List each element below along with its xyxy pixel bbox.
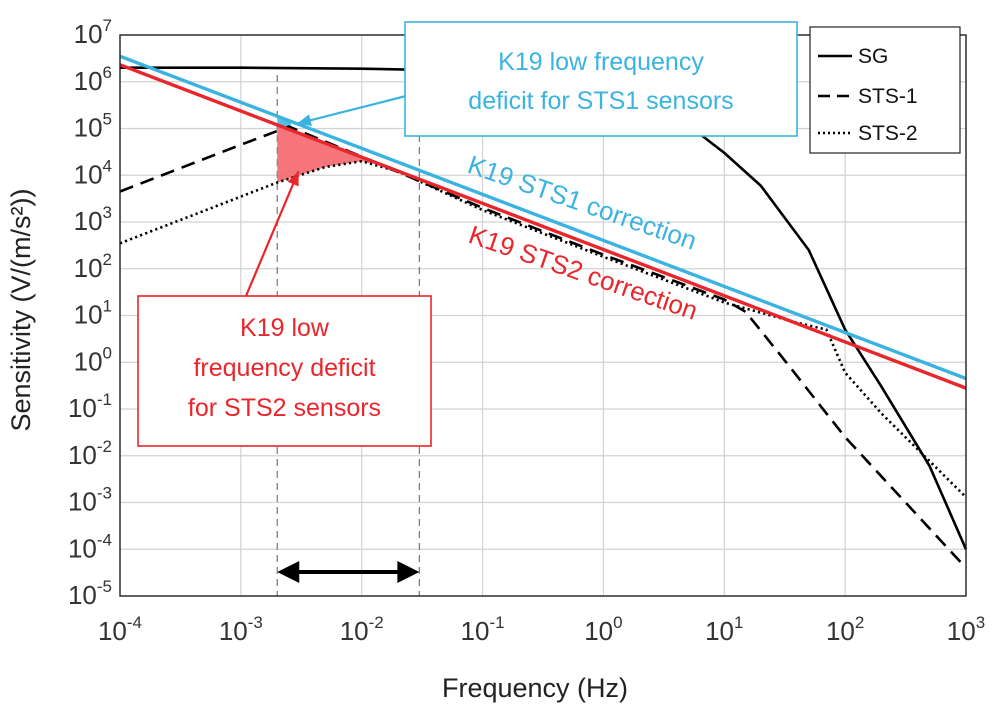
sts2-box-annotation: K19 low frequency deficit for STS2 sensors xyxy=(137,295,432,447)
annotation-text: K19 low frequency xyxy=(498,48,704,76)
y-tick-base: 10 xyxy=(74,206,103,236)
legend: SG STS-1 STS-2 xyxy=(809,26,961,154)
tick-labels: 10-4 10-3 10-2 10-1 100 101 102 10310-510-410-3… xyxy=(68,16,985,646)
y-tick-label: 10-4 xyxy=(68,530,112,563)
x-tick-exponent: 2 xyxy=(855,613,864,632)
x-tick-label: 100 xyxy=(584,613,622,646)
sts1-box-annotation: K19 low frequency deficit for STS1 sensor… xyxy=(404,21,798,137)
x-tick-exponent: -2 xyxy=(369,613,384,632)
y-tick-label: 106 xyxy=(74,63,112,96)
y-tick-exponent: -2 xyxy=(97,437,112,456)
y-tick-label: 104 xyxy=(74,156,112,189)
y-tick-base: 10 xyxy=(74,346,103,376)
annotation-box xyxy=(137,295,432,447)
legend-label-sg: SG xyxy=(858,45,888,68)
sts2-deficit-region xyxy=(277,124,372,183)
y-tick-base: 10 xyxy=(68,440,97,470)
x-tick-label: 103 xyxy=(947,613,985,646)
y-tick-exponent: 4 xyxy=(103,156,112,175)
x-tick-label: 10-4 xyxy=(98,613,142,646)
legend-label-sts1: STS-1 xyxy=(858,85,918,108)
annotation-text: for STS2 sensors xyxy=(188,394,381,422)
y-tick-base: 10 xyxy=(68,580,97,610)
y-tick-exponent: -1 xyxy=(97,390,112,409)
y-tick-exponent: 2 xyxy=(103,250,112,269)
y-tick-base: 10 xyxy=(74,159,103,189)
x-tick-exponent: 3 xyxy=(976,613,985,632)
y-tick-label: 107 xyxy=(74,16,112,49)
x-tick-label: 10-1 xyxy=(461,613,505,646)
sts1-annotation-arrow-head xyxy=(296,114,312,127)
x-tick-exponent: 0 xyxy=(613,613,622,632)
x-tick-exponent: -4 xyxy=(127,613,142,632)
band-arrow-head-right xyxy=(397,561,420,583)
y-tick-base: 10 xyxy=(74,300,103,330)
y-tick-exponent: 6 xyxy=(103,63,112,82)
y-tick-label: 10-3 xyxy=(68,484,112,517)
band-arrow-head-left xyxy=(277,561,300,583)
sts1-annotation-arrow-shaft xyxy=(296,93,411,125)
annotation-text: deficit for STS1 sensors xyxy=(468,87,733,115)
y-tick-base: 10 xyxy=(68,533,97,563)
y-tick-base: 10 xyxy=(74,253,103,283)
y-tick-label: 103 xyxy=(74,203,112,236)
y-tick-label: 10-5 xyxy=(68,577,112,610)
legend-label-sts2: STS-2 xyxy=(858,122,918,145)
y-tick-label: 101 xyxy=(74,297,112,330)
y-tick-exponent: 0 xyxy=(103,343,112,362)
x-tick-base: 10 xyxy=(584,616,613,646)
sts2-annotation-arrow-head xyxy=(287,171,299,187)
y-tick-base: 10 xyxy=(74,66,103,96)
y-tick-label: 10-2 xyxy=(68,437,112,470)
y-tick-base: 10 xyxy=(74,113,103,143)
x-tick-label: 10-3 xyxy=(219,613,263,646)
x-tick-base: 10 xyxy=(219,616,248,646)
x-tick-label: 10-2 xyxy=(340,613,384,646)
x-tick-label: 102 xyxy=(826,613,864,646)
annotation-box xyxy=(404,21,798,137)
y-tick-exponent: -3 xyxy=(97,484,112,503)
x-tick-label: 101 xyxy=(705,613,743,646)
y-tick-exponent: -5 xyxy=(97,577,112,596)
x-tick-base: 10 xyxy=(461,616,490,646)
x-tick-exponent: -1 xyxy=(489,613,504,632)
y-tick-exponent: 3 xyxy=(103,203,112,222)
x-tick-exponent: -3 xyxy=(248,613,263,632)
x-tick-base: 10 xyxy=(826,616,855,646)
annotation-text: frequency deficit xyxy=(193,354,375,382)
y-tick-exponent: 7 xyxy=(103,16,112,35)
x-tick-base: 10 xyxy=(98,616,127,646)
sts2-line xyxy=(119,159,967,499)
x-tick-base: 10 xyxy=(947,616,976,646)
y-axis-title: Sensitivity (V/(m/s²)) xyxy=(6,189,36,432)
y-tick-label: 100 xyxy=(74,343,112,376)
y-tick-exponent: 5 xyxy=(103,110,112,129)
y-tick-label: 105 xyxy=(74,110,112,143)
k19-sts1-correction-line xyxy=(119,54,967,381)
k19-sts2-correction-line xyxy=(119,63,967,390)
y-tick-exponent: 1 xyxy=(103,297,112,316)
x-tick-base: 10 xyxy=(705,616,734,646)
sts1-line xyxy=(119,125,967,569)
sts2-annotation-arrow-shaft xyxy=(244,170,300,297)
x-axis-title: Frequency (Hz) xyxy=(442,673,628,703)
y-tick-base: 10 xyxy=(68,393,97,423)
y-tick-exponent: -4 xyxy=(97,530,112,549)
deficit-regions xyxy=(277,116,372,183)
y-tick-label: 102 xyxy=(74,250,112,283)
annotations: K19 low frequency deficit for STS1 sensor… xyxy=(137,21,798,583)
y-tick-label: 10-1 xyxy=(68,390,112,423)
x-tick-base: 10 xyxy=(340,616,369,646)
x-tick-exponent: 1 xyxy=(734,613,743,632)
y-tick-base: 10 xyxy=(74,19,103,49)
annotation-text: K19 low xyxy=(240,314,330,342)
y-tick-base: 10 xyxy=(68,487,97,517)
legend-box xyxy=(809,26,961,154)
